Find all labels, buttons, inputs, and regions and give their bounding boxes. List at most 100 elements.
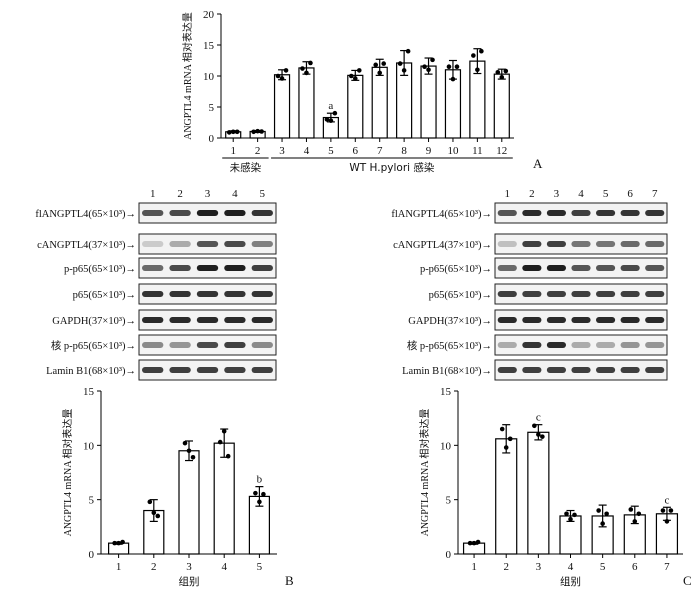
blot-left-band — [142, 241, 164, 247]
blot-right-band — [546, 367, 567, 373]
blot-right-band — [620, 342, 640, 348]
chart-c-x-axis-title: 组别 — [560, 575, 581, 588]
chart-a-bar — [273, 74, 291, 139]
chart-a-data-point — [373, 62, 379, 68]
chart-b-data-point — [120, 539, 125, 545]
chart-a-x-tick-label: 3 — [279, 145, 285, 157]
blot-right-band — [571, 265, 591, 271]
chart-c-data-point — [596, 508, 601, 513]
chart-b-x-tick-label: 5 — [257, 561, 263, 573]
blot-right-band — [546, 265, 567, 271]
blot-right-row-label: 核 p-p65(65×10³)→ — [407, 339, 492, 352]
blot-left-band — [251, 367, 273, 373]
chart-a-data-point — [348, 73, 354, 79]
blot-right-band — [620, 367, 640, 373]
chart-b-x-tick-label: 1 — [116, 561, 122, 573]
chart-a-data-point — [405, 48, 411, 54]
blot-right-band — [571, 317, 591, 323]
chart-c-data-point — [628, 507, 634, 512]
chart-c-data-point — [536, 432, 541, 437]
blot-right-band — [497, 367, 517, 373]
chart-a-y-tick-label: 10 — [203, 71, 215, 83]
chart-a-data-point — [450, 76, 456, 82]
blot-right-band — [546, 291, 567, 297]
blot-right-band — [645, 241, 665, 247]
chart-c-data-point — [604, 511, 609, 517]
blot-left-band — [251, 317, 273, 323]
blot-left-band — [169, 367, 191, 373]
chart-c-data-point — [503, 445, 509, 450]
chart-a-x-tick-label: 9 — [426, 145, 432, 157]
chart-c-y-tick-label: 5 — [446, 495, 452, 507]
blot-left-band — [196, 367, 219, 373]
chart-a-data-point — [304, 70, 309, 76]
chart-a-data-point — [279, 76, 285, 81]
blot-right-band — [620, 241, 640, 247]
blot-right-band — [522, 265, 542, 271]
blot-right-band — [546, 317, 567, 323]
blot-left-band — [196, 317, 219, 323]
chart-a-x-tick-label: 2 — [255, 145, 261, 157]
chart-a-data-point — [308, 60, 313, 66]
blot-right-band — [546, 342, 567, 348]
chart-b-y-tick-label: 0 — [89, 549, 95, 561]
chart-c-data-point — [475, 539, 481, 545]
chart-a-data-point — [401, 68, 407, 73]
chart-a-data-point — [234, 129, 240, 135]
chart-a-bar — [420, 65, 437, 139]
blot-right-band — [571, 291, 591, 297]
chart-b-data-point — [225, 453, 231, 459]
blot-right-band — [645, 367, 665, 373]
blot-left-band — [142, 317, 164, 323]
blot-right-band — [522, 291, 542, 297]
blot-right-band — [645, 342, 665, 348]
blot-left-band — [251, 342, 273, 348]
chart-b-data-point — [186, 448, 192, 454]
chart-c-x-tick-label: 7 — [664, 561, 670, 573]
chart-a-data-point — [328, 118, 334, 123]
blot-right-row-label: p65(65×10³)→ — [429, 290, 492, 301]
blot-right-row-label: p-p65(65×10³)→ — [420, 264, 492, 275]
blot-right-lane-label: 5 — [603, 188, 609, 200]
chart-c-data-point — [507, 436, 513, 442]
chart-b-y-tick-label: 5 — [89, 495, 95, 507]
blot-right-lane-label: 3 — [554, 188, 560, 200]
blot-left-lane-label: 3 — [205, 188, 211, 200]
chart-a-y-tick-label: 5 — [209, 102, 215, 114]
chart-a-data-point — [471, 53, 476, 58]
blot-left-band — [224, 210, 246, 216]
blot-right-band — [595, 241, 616, 247]
blot-right-band — [497, 265, 517, 271]
blot-right-lane-label: 4 — [578, 188, 584, 200]
chart-a-data-point — [479, 48, 484, 54]
chart-c-bar — [495, 438, 518, 555]
chart-b-bar — [178, 450, 200, 555]
blot-right-band — [522, 210, 542, 216]
chart-b-x-axis-title: 组别 — [179, 575, 200, 588]
chart-a-data-point — [503, 68, 509, 74]
blot-right-band — [645, 291, 665, 297]
western-blot-left: 1 2 3 4 5 flANGPTL4(65×10³)→ cANGPTL4(37×10³)→… — [35, 188, 277, 381]
chart-c-y-tick-label: 0 — [446, 549, 452, 561]
blot-right-band — [522, 367, 542, 373]
blot-right-row-label: cANGPTL4(37×10³)→ — [393, 240, 492, 251]
chart-a-data-point — [275, 73, 281, 79]
chart-a-y-tick-label: 15 — [203, 40, 215, 52]
blot-left-row-label: flANGPTL4(65×10³)→ — [35, 209, 136, 220]
chart-b-significance-label: b — [257, 474, 263, 486]
blot-right-band — [645, 265, 665, 271]
blot-right-band — [595, 317, 616, 323]
blot-left-band — [224, 342, 246, 348]
blot-right-band — [620, 317, 640, 323]
chart-b-data-point — [257, 499, 262, 505]
chart-b-data-point — [221, 428, 227, 434]
chart-c-y-axis-title: ANGPTL4 mRNA 相对表达量 — [418, 409, 431, 537]
blot-left-band — [142, 210, 164, 216]
chart-a-x-tick-label: 7 — [377, 145, 383, 157]
chart-a-group-label: 未感染 — [230, 161, 262, 174]
blot-left-row-label: p-p65(65×10³)→ — [64, 264, 136, 275]
blot-left-band — [169, 291, 191, 297]
chart-c-y-tick-label: 10 — [440, 440, 452, 452]
blot-left-band — [169, 241, 191, 247]
